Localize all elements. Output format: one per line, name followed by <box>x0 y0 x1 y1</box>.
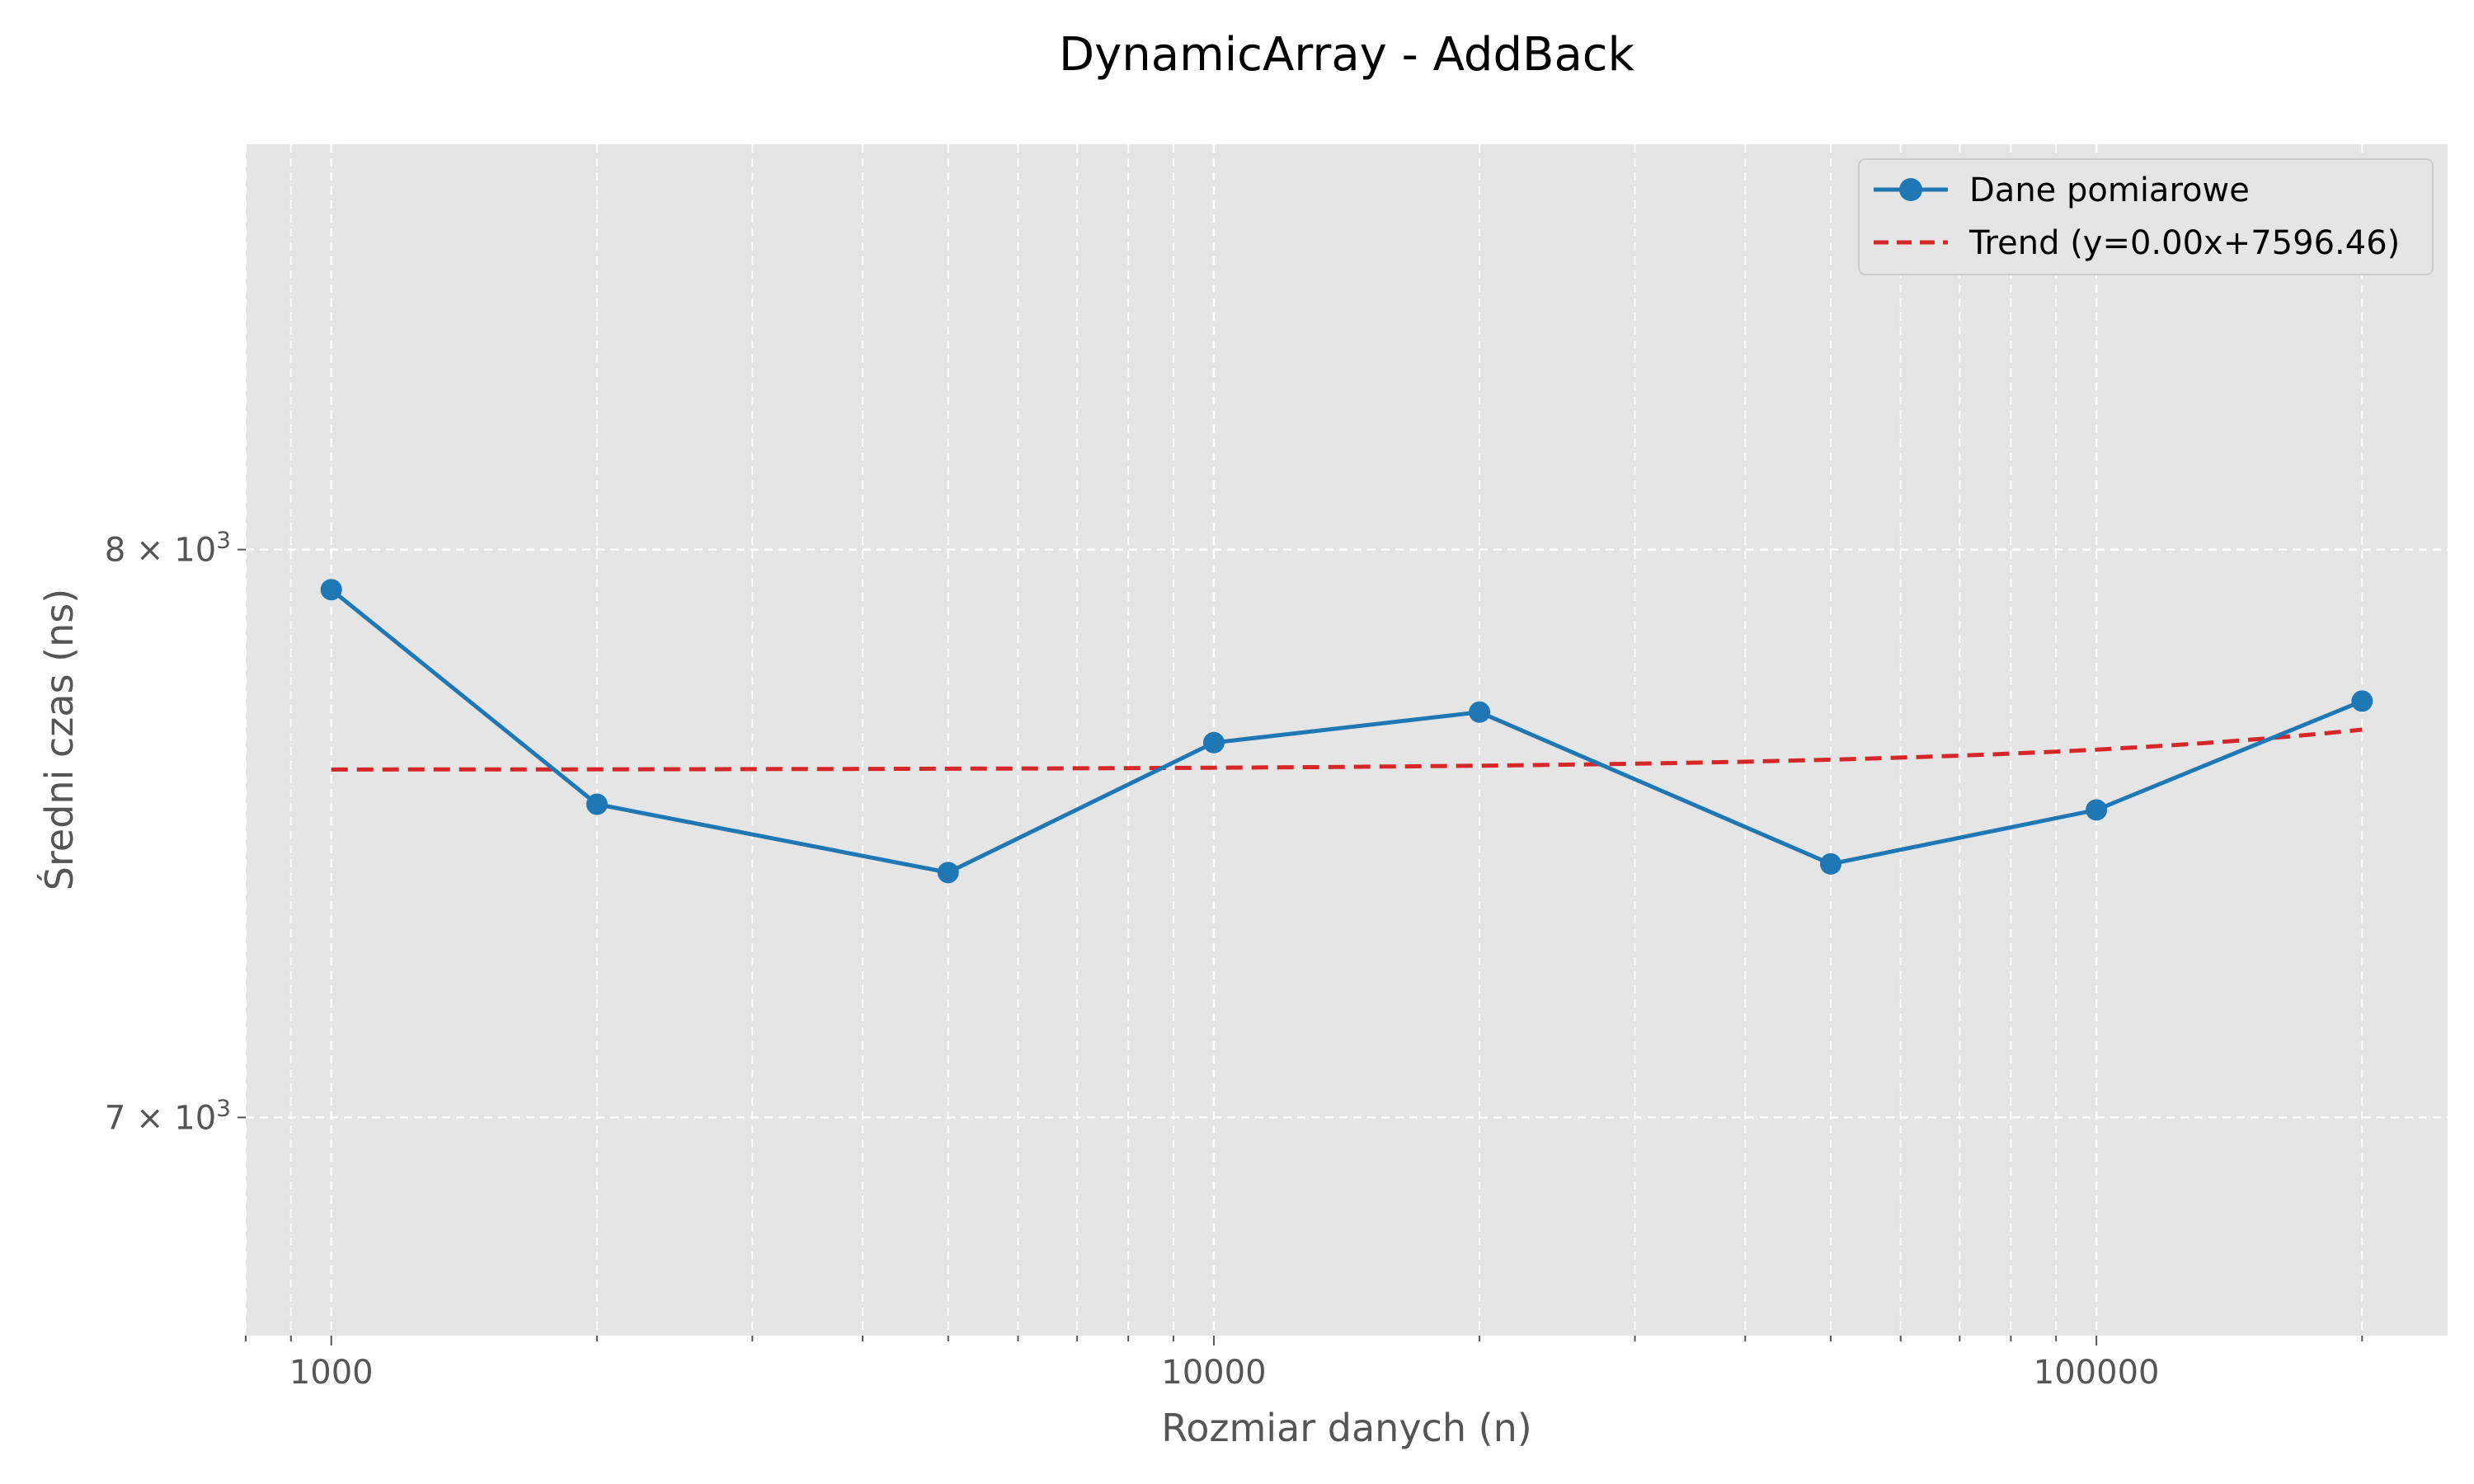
series <box>320 579 2373 884</box>
data-point <box>2351 690 2373 712</box>
data-point <box>320 579 342 601</box>
y-tick-label: 7 × 103 <box>105 1094 231 1137</box>
grid <box>245 144 2448 1336</box>
x-tick-label: 100000 <box>2034 1354 2160 1392</box>
data-point <box>1819 852 1841 875</box>
legend-marker-measured <box>1899 178 1922 201</box>
legend-label-trend: Trend (y=0.00x+7596.46) <box>1968 224 2400 262</box>
plot-area <box>246 144 2448 1336</box>
data-point <box>937 862 959 884</box>
data-point <box>2086 799 2108 821</box>
legend: Dane pomiarowe Trend (y=0.00x+7596.46) <box>1858 158 2434 275</box>
x-tick-label: 10000 <box>1161 1354 1266 1392</box>
trend-line <box>331 727 2363 772</box>
data-point <box>586 793 608 815</box>
x-tick-label: 1000 <box>289 1354 374 1392</box>
legend-label-measured: Dane pomiarowe <box>1969 171 2250 209</box>
x-axis-label: Rozmiar danych (n) <box>1161 1406 1531 1450</box>
data-point <box>1469 701 1491 723</box>
measured-line <box>330 588 2363 875</box>
axis-ticks: 7 × 103 8 × 103 1000 10000 100000 <box>105 527 2363 1392</box>
legend-box <box>1858 158 2434 275</box>
chart-title: DynamicArray - AddBack <box>1059 28 1635 82</box>
y-axis-label: Średni czas (ns) <box>37 589 82 890</box>
data-point <box>1202 731 1225 754</box>
y-tick-label: 8 × 103 <box>105 527 231 570</box>
